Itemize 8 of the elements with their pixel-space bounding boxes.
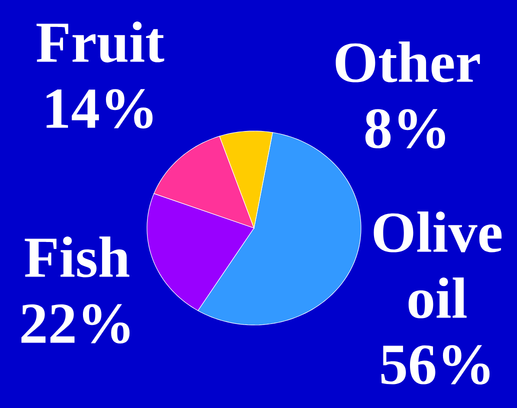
data-label: 56% — [381, 345, 490, 385]
data-label: 8% — [365, 109, 446, 149]
slice-label: Fruit — [36, 21, 164, 62]
slice-label: Other — [336, 41, 480, 82]
slice-label: Fish — [24, 236, 130, 278]
data-label: 22% — [21, 304, 130, 344]
data-label: 14% — [46, 89, 153, 129]
slice-label: Olive oil — [374, 211, 502, 318]
